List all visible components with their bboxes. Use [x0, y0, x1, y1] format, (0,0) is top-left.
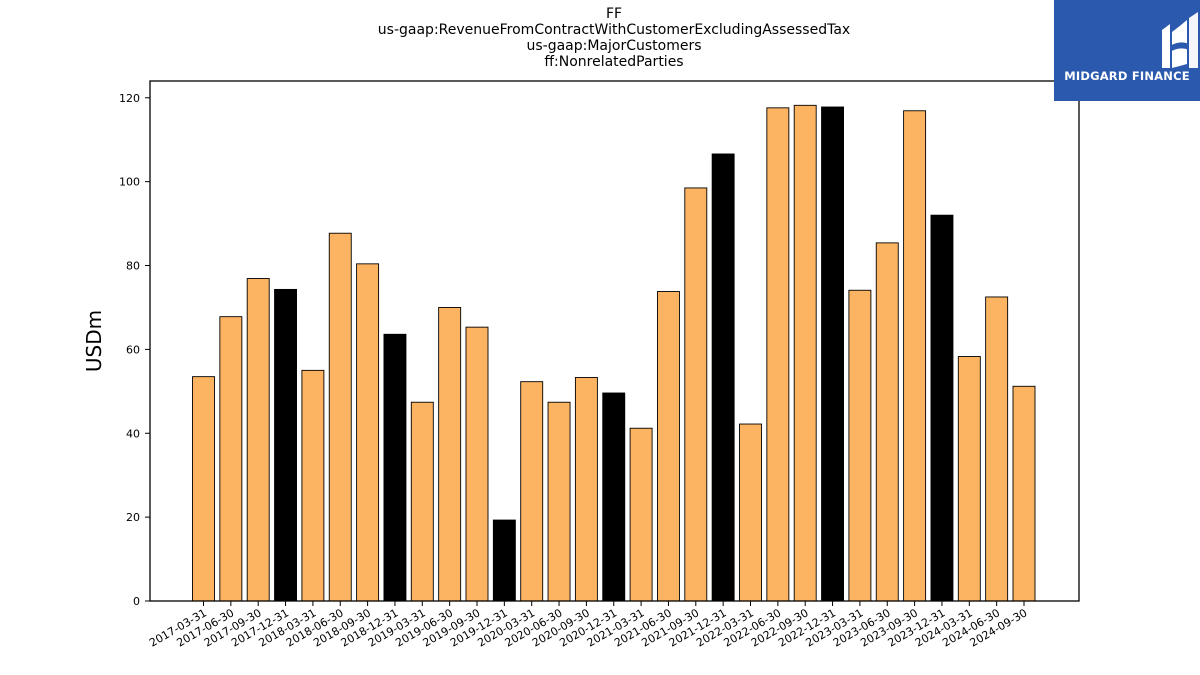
- y-tick-label: 0: [133, 595, 140, 608]
- y-tick-label: 120: [119, 92, 140, 105]
- bar-2018-03-31: [301, 369, 325, 602]
- bar-2024-03-31: [957, 356, 981, 602]
- bar-2022-03-31: [739, 423, 762, 602]
- logo-mark-icon: [1162, 12, 1198, 68]
- bar-2023-09-30: [903, 110, 927, 602]
- x-axis-ticks: 2017-03-312017-06-302017-09-302017-12-31…: [147, 601, 1030, 650]
- logo-text: MIDGARD FINANCE: [1064, 69, 1190, 83]
- plot-frame: [149, 80, 1080, 602]
- midgard-finance-logo: MIDGARD FINANCE: [1054, 0, 1200, 101]
- y-tick-label: 20: [126, 511, 140, 524]
- bar-2022-09-30: [793, 104, 817, 602]
- y-axis-ticks: 0 20 40 60 80 100 120: [119, 92, 150, 608]
- bar-2017-12-31: [274, 288, 297, 602]
- bar-2018-12-31: [383, 333, 407, 602]
- bar-2020-03-31: [520, 381, 544, 602]
- bar-2021-12-31: [711, 153, 735, 602]
- bar-2019-12-31: [492, 519, 516, 602]
- bar-2021-03-31: [629, 427, 653, 602]
- bar-2020-06-30: [547, 401, 571, 602]
- y-tick-label: 60: [126, 343, 140, 356]
- y-tick-label: 40: [126, 427, 140, 440]
- chart-title: FF us-gaap:RevenueFromContractWithCustom…: [0, 6, 1200, 70]
- bar-2018-09-30: [356, 263, 380, 602]
- bar-2019-03-31: [410, 401, 434, 602]
- bar-2020-09-30: [574, 377, 598, 602]
- bar-2021-06-30: [657, 291, 680, 602]
- bar-2019-09-30: [465, 326, 489, 602]
- bar-2020-12-31: [602, 392, 626, 602]
- bars-group: [192, 104, 1036, 602]
- title-line-2: us-gaap:RevenueFromContractWithCustomerE…: [377, 22, 851, 38]
- bar-2022-12-31: [821, 106, 844, 602]
- bar-2024-06-30: [985, 296, 1009, 602]
- bar-2023-06-30: [875, 242, 899, 602]
- bar-2017-03-31: [192, 376, 215, 602]
- y-axis-label: USDm: [82, 310, 106, 372]
- bar-2017-06-30: [219, 316, 243, 602]
- bar-2017-09-30: [246, 278, 270, 602]
- title-line-1: FF: [605, 6, 623, 22]
- bar-2024-09-30: [1012, 385, 1036, 602]
- bar-2022-06-30: [766, 107, 790, 602]
- bar-2023-12-31: [930, 214, 954, 602]
- y-tick-label: 100: [119, 176, 140, 189]
- bar-2023-03-31: [848, 289, 872, 602]
- y-tick-label: 80: [126, 260, 140, 273]
- bar-2019-06-30: [438, 307, 462, 602]
- bar-2018-06-30: [328, 232, 352, 602]
- bar-2021-09-30: [684, 187, 708, 602]
- title-line-4: ff:NonrelatedParties: [544, 54, 684, 70]
- title-line-3: us-gaap:MajorCustomers: [526, 38, 702, 54]
